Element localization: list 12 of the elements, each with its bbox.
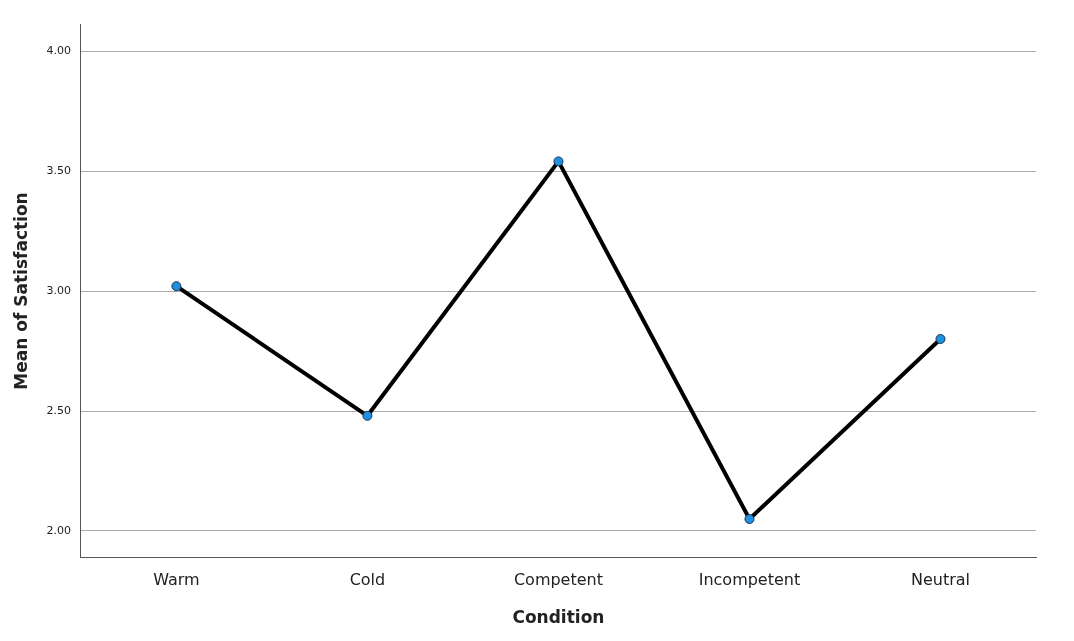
y-tick-label: 2.00 (46, 523, 71, 537)
x-tick-label: Neutral (910, 570, 971, 590)
y-tick-label: 4.00 (46, 43, 71, 57)
y-tick-label: 3.50 (46, 163, 71, 177)
x-tick-label: Incompetent (698, 570, 801, 590)
y-tick-label: 2.50 (46, 403, 71, 417)
x-axis-title: Condition (512, 607, 605, 628)
x-tick-label: Cold (349, 570, 386, 590)
y-tick-label: 3.00 (46, 283, 71, 297)
y-axis-title: Mean of Satisfaction (10, 192, 31, 390)
x-tick-label: Competent (513, 570, 603, 590)
x-tick-label: Warm (153, 570, 200, 590)
